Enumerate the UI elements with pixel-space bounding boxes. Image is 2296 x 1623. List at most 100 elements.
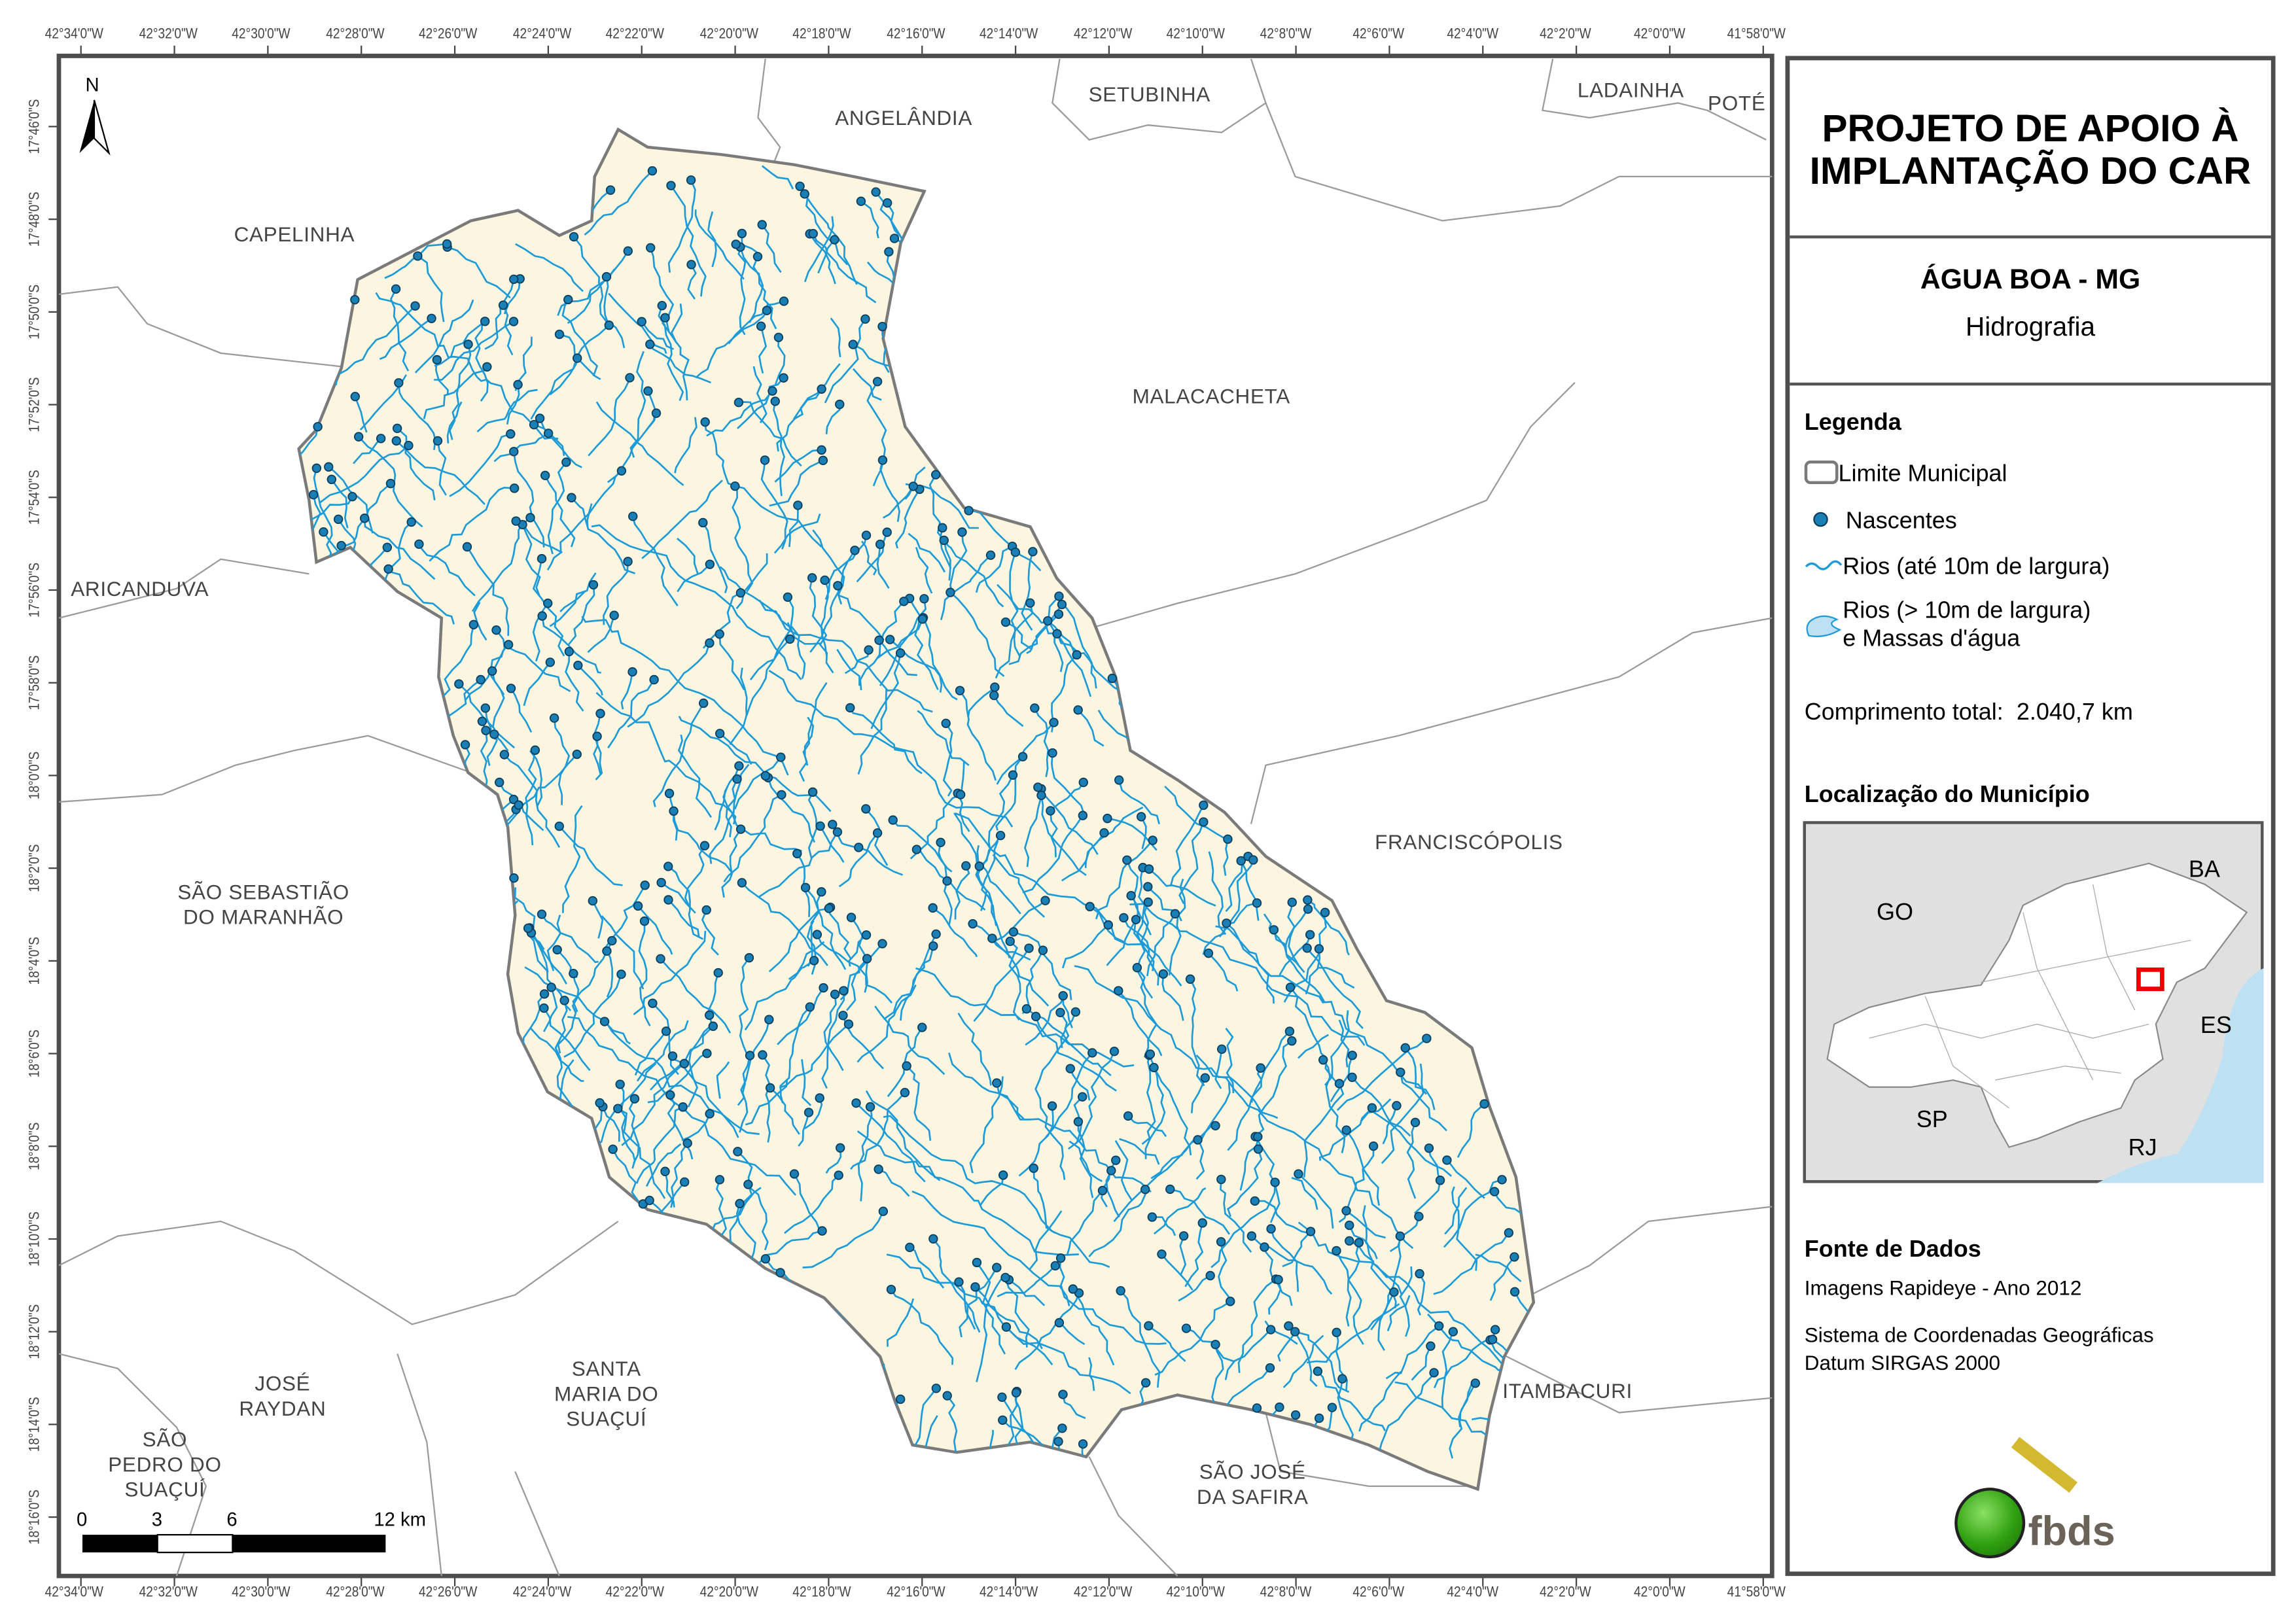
source-title: Fonte de Dados xyxy=(1804,1237,1981,1263)
river-segment xyxy=(673,811,733,875)
spring-point xyxy=(815,1093,824,1103)
river-segment xyxy=(1381,1063,1424,1164)
spring-point xyxy=(990,682,1000,692)
spring-point xyxy=(477,716,487,726)
spring-point xyxy=(383,564,393,574)
river-segment xyxy=(1051,752,1086,816)
spring-point xyxy=(768,386,777,396)
river-segment xyxy=(1161,973,1184,1021)
river-segment xyxy=(667,899,700,938)
river-segment xyxy=(540,913,599,964)
river-segment xyxy=(502,304,514,356)
river-segment xyxy=(567,1016,797,1196)
river-segment xyxy=(1013,931,1072,1000)
project-title: PROJETO DE APOIO À IMPLANTAÇÃO DO CAR xyxy=(1790,60,2271,239)
spring-point xyxy=(1303,904,1313,914)
spring-point xyxy=(1510,1252,1519,1262)
river-segment xyxy=(1069,1140,1103,1183)
river-segment xyxy=(670,1142,688,1208)
location-inset-map[interactable]: GO BA ES SP RJ xyxy=(1803,821,2264,1183)
river-segment xyxy=(1417,1273,1426,1316)
river-segment xyxy=(704,422,737,488)
spring-point xyxy=(682,1138,692,1148)
spring-point xyxy=(998,1170,1008,1180)
river-segment xyxy=(1164,786,1226,840)
longitude-label: 42°30'0"W xyxy=(232,1584,291,1601)
river-segment xyxy=(681,1113,711,1142)
spring-point xyxy=(1256,1063,1265,1073)
spring-point xyxy=(888,815,898,825)
river-segment xyxy=(1316,1370,1386,1431)
longitude-label: 42°8'0"W xyxy=(1259,26,1311,43)
spring-point xyxy=(1157,1249,1167,1259)
river-segment xyxy=(529,1027,584,1082)
river-segment xyxy=(878,1168,910,1197)
river-segment xyxy=(1169,1188,1231,1235)
spring-point xyxy=(828,820,838,829)
spring-point xyxy=(385,478,396,489)
river-segment xyxy=(812,233,877,304)
river-segment xyxy=(1037,786,1099,855)
spring-point xyxy=(660,313,670,323)
river-segment xyxy=(1256,1040,1293,1136)
river-segment xyxy=(423,366,488,419)
river-segment xyxy=(728,300,785,345)
spring-point xyxy=(942,876,952,886)
spring-point xyxy=(1097,1185,1108,1196)
spring-point xyxy=(939,535,949,546)
spring-point xyxy=(1367,1103,1377,1113)
spring-point xyxy=(1216,1237,1226,1247)
river-segment xyxy=(587,615,615,654)
longitude-label: 42°28'0"W xyxy=(325,1584,384,1601)
spring-point xyxy=(1048,748,1057,758)
spring-point xyxy=(760,1254,771,1264)
river-segment xyxy=(1457,1103,1485,1158)
spring-point xyxy=(760,455,770,465)
spring-point xyxy=(649,674,659,685)
inset-label-es: ES xyxy=(2200,1011,2232,1038)
river-segment xyxy=(641,321,675,351)
spring-point xyxy=(1148,835,1157,845)
river-segment xyxy=(976,845,1021,915)
spring-point xyxy=(1053,609,1064,620)
spring-point xyxy=(985,550,996,560)
river-segment xyxy=(821,990,845,1089)
river-line-icon xyxy=(1805,560,1843,570)
river-segment xyxy=(846,943,883,1011)
river-segment xyxy=(940,554,992,621)
longitude-label: 42°24'0"W xyxy=(512,1584,571,1601)
river-segment xyxy=(995,756,1024,831)
spring-point xyxy=(972,1257,982,1268)
river-segment xyxy=(874,1005,945,1075)
info-panel: PROJETO DE APOIO À IMPLANTAÇÃO DO CAR ÁG… xyxy=(1785,56,2276,1577)
spring-point xyxy=(1116,1285,1125,1296)
spring-point xyxy=(1424,1143,1434,1153)
neighbor-municipality-label: CAPELINHA xyxy=(234,222,355,246)
longitude-label: 42°10'0"W xyxy=(1166,1584,1225,1601)
source-line-2: Sistema de Coordenadas Geográficas xyxy=(1804,1323,2154,1347)
spring-point xyxy=(480,317,490,326)
river-segment xyxy=(1298,1034,1329,1059)
river-segment xyxy=(636,1020,689,1082)
longitude-label: 42°22'0"W xyxy=(605,26,664,43)
river-segment xyxy=(1399,1266,1413,1337)
river-segment xyxy=(595,691,802,852)
spring-point xyxy=(1294,1169,1303,1179)
spring-point xyxy=(1025,598,1035,608)
spring-point xyxy=(663,895,673,905)
spring-point xyxy=(489,729,499,739)
spring-point xyxy=(1011,1387,1021,1398)
spring-point xyxy=(1314,944,1324,954)
river-segment xyxy=(1389,1216,1420,1253)
spring-point xyxy=(506,684,516,693)
spring-point xyxy=(715,629,724,639)
spring-point xyxy=(1395,1231,1405,1241)
spring-point xyxy=(886,1284,896,1295)
spring-point xyxy=(609,610,619,620)
river-segment xyxy=(1056,633,1092,697)
spring-point xyxy=(1193,1135,1203,1145)
municipality-boundary[interactable] xyxy=(297,127,1536,1492)
scale-label-0: 0 xyxy=(76,1508,88,1531)
spring-point xyxy=(928,1234,938,1244)
